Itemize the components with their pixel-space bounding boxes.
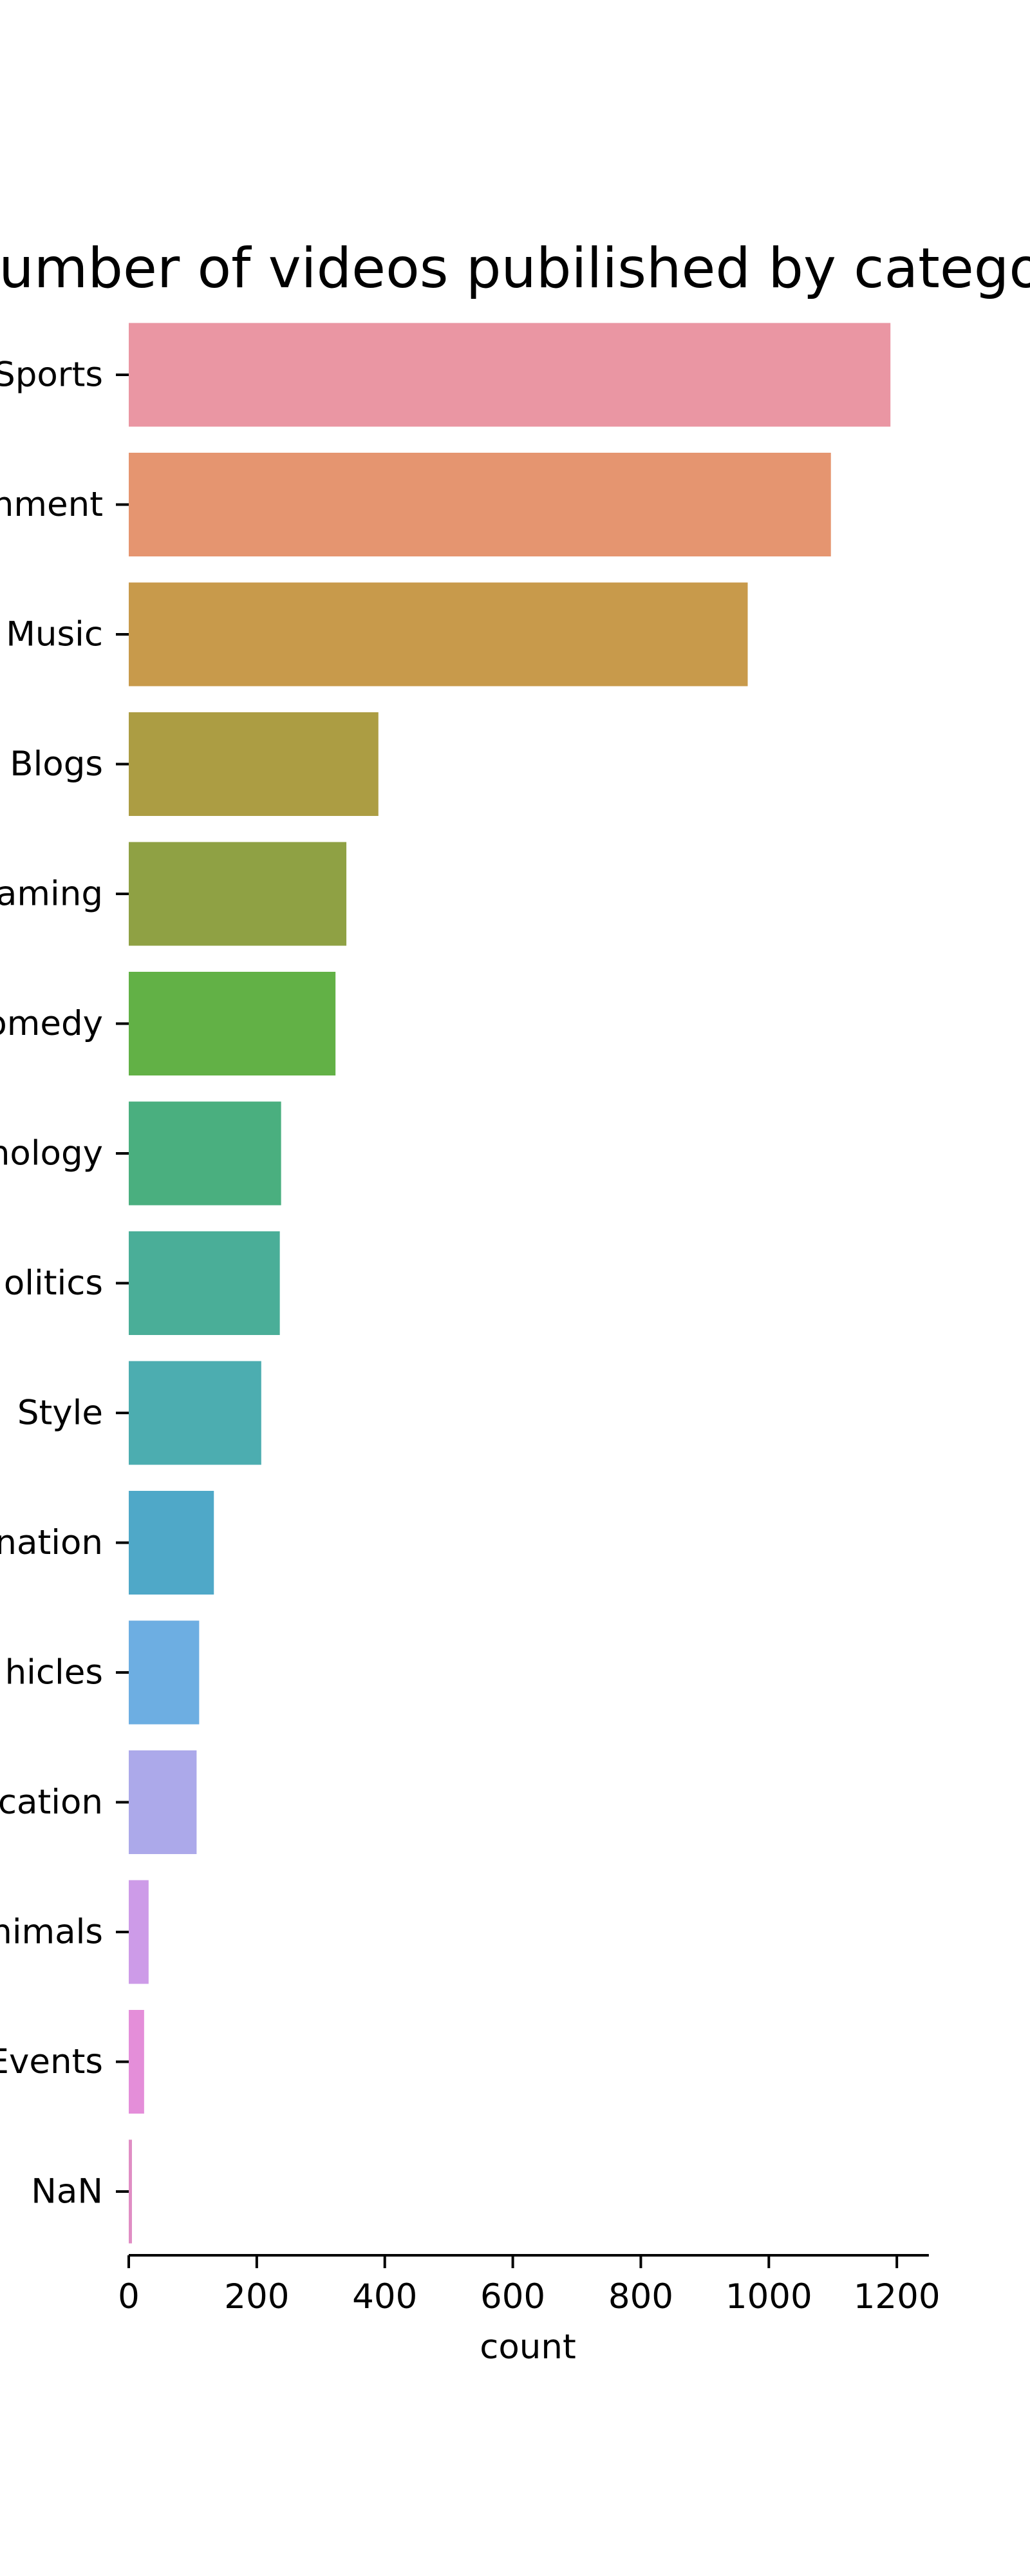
bar-people-blogs: [129, 712, 379, 816]
x-tick-label: 600: [480, 2277, 545, 2316]
bars: [129, 323, 891, 2244]
bar-travel-events: [129, 2010, 144, 2114]
x-tick-label: 1200: [854, 2277, 941, 2316]
y-tick-label: olitics: [4, 1264, 103, 1303]
bar-entertainment: [129, 453, 831, 556]
bar-autos-vehicles: [129, 1620, 200, 1725]
y-tick-label: nology: [0, 1134, 103, 1173]
x-tick-label: 1000: [726, 2277, 812, 2316]
y-tick-label: cation: [0, 1783, 103, 1822]
bar-science-technology: [129, 1101, 281, 1206]
bar-education: [129, 1750, 197, 1854]
x-tick-label: 0: [118, 2277, 140, 2316]
bar-news-politics: [129, 1231, 280, 1335]
bar-film-animation: [129, 1491, 214, 1595]
y-tick-label: Sports: [0, 355, 103, 395]
x-tick-label: 200: [224, 2277, 289, 2316]
y-tick-label: omedy: [0, 1004, 103, 1043]
x-axis: 0 200 400 600 800 1000 1200: [118, 2254, 941, 2316]
y-tick-label: Style: [17, 1394, 103, 1433]
y-tick-label: Blogs: [10, 744, 103, 784]
x-axis-label: count: [480, 2327, 576, 2367]
x-tick-label: 400: [352, 2277, 417, 2316]
bar-nan: [129, 2139, 132, 2244]
y-tick-label: hicles: [5, 1653, 103, 1692]
bar-sports: [129, 323, 891, 427]
y-axis-ticks: Sports nment Music Blogs aming omedy nology oli…: [0, 355, 129, 2211]
bar-music: [129, 582, 748, 687]
bar-pets-animals: [129, 1880, 149, 1984]
chart-title: Number of videos pubilished by category: [0, 236, 1030, 301]
x-tick-label: 800: [608, 2277, 673, 2316]
y-tick-label: nment: [0, 485, 103, 524]
y-tick-label: nation: [0, 1523, 103, 1562]
y-tick-label: nimals: [0, 1913, 103, 1952]
y-tick-label: NaN: [31, 2172, 103, 2211]
y-tick-label: aming: [0, 875, 103, 914]
y-tick-label: Music: [6, 615, 103, 654]
bar-comedy: [129, 972, 336, 1075]
bar-howto-style: [129, 1361, 261, 1465]
y-tick-label: Events: [0, 2042, 103, 2081]
bar-gaming: [129, 842, 347, 946]
